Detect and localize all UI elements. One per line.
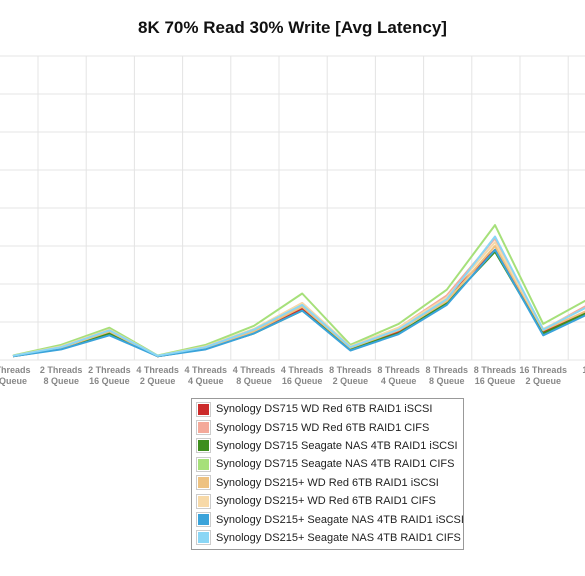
legend-swatch: [196, 456, 211, 472]
legend-item[interactable]: Synology DS715 WD Red 6TB RAID1 iSCSI: [192, 400, 463, 418]
x-tick-label: 4 Threads: [136, 365, 179, 375]
series-line-5: [12, 245, 585, 358]
legend-item[interactable]: Synology DS215+ Seagate NAS 4TB RAID1 CI…: [192, 529, 463, 547]
x-tick-label: 8 Threads: [426, 365, 469, 375]
x-tick-label: 2 Threads: [88, 365, 131, 375]
x-tick-label: 2 Queue: [333, 376, 369, 386]
x-tick-label: 4 Threads: [233, 365, 276, 375]
legend-item[interactable]: Synology DS715 Seagate NAS 4TB RAID1 iSC…: [192, 437, 463, 455]
legend-label: Synology DS215+ Seagate NAS 4TB RAID1 iS…: [216, 513, 464, 526]
legend-item[interactable]: Synology DS715 WD Red 6TB RAID1 CIFS: [192, 418, 463, 436]
x-tick-label: 2 Threads: [40, 365, 83, 375]
legend-swatch: [196, 493, 211, 509]
series-line-4: [12, 224, 585, 357]
legend-swatch: [196, 438, 211, 454]
legend-swatch: [196, 530, 211, 546]
x-tick-label: 16 T: [582, 365, 585, 375]
legend-label: Synology DS215+ Seagate NAS 4TB RAID1 CI…: [216, 531, 461, 544]
legend-label: Synology DS715 WD Red 6TB RAID1 iSCSI: [216, 403, 433, 416]
x-tick-label: 8 Threads: [474, 365, 517, 375]
legend-item[interactable]: Synology DS215+ WD Red 6TB RAID1 CIFS: [192, 492, 463, 510]
legend-label: Synology DS715 Seagate NAS 4TB RAID1 CIF…: [216, 458, 455, 471]
legend-swatch: [196, 512, 211, 528]
x-tick-label: 8 Queue: [43, 376, 79, 386]
legend-label: Synology DS715 Seagate NAS 4TB RAID1 iSC…: [216, 439, 458, 452]
series-line-7: [12, 248, 585, 358]
series-line-8: [12, 235, 585, 357]
legend-label: Synology DS715 WD Red 6TB RAID1 CIFS: [216, 421, 430, 434]
x-tick-label: 4 Threads: [281, 365, 324, 375]
x-tick-label: 16 Queue: [89, 376, 130, 386]
x-tick-label: 2 Queue: [140, 376, 176, 386]
legend-item[interactable]: Synology DS715 Seagate NAS 4TB RAID1 CIF…: [192, 455, 463, 473]
x-tick-label: 16 Queue: [475, 376, 516, 386]
x-tick-label: 16 Threads: [519, 365, 567, 375]
x-tick-label: Queue: [0, 376, 27, 386]
legend-label: Synology DS215+ WD Red 6TB RAID1 CIFS: [216, 495, 436, 508]
legend-item[interactable]: Synology DS215+ Seagate NAS 4TB RAID1 iS…: [192, 510, 464, 528]
legend-swatch: [196, 420, 211, 436]
x-tick-label: 4 Threads: [185, 365, 228, 375]
x-tick-label: 8 Queue: [236, 376, 272, 386]
x-tick-label: 8 Queue: [429, 376, 465, 386]
legend-item[interactable]: Synology DS215+ WD Red 6TB RAID1 iSCSI: [192, 474, 463, 492]
series-line-1: [12, 248, 585, 358]
legend: Synology DS715 WD Red 6TB RAID1 iSCSI Syn…: [191, 398, 464, 551]
legend-label: Synology DS215+ WD Red 6TB RAID1 iSCSI: [216, 476, 439, 489]
x-tick-label: 4 Queue: [381, 376, 417, 386]
x-tick-label: Threads: [0, 365, 31, 375]
x-tick-label: 4 Queue: [188, 376, 224, 386]
legend-swatch: [196, 475, 211, 491]
chart-title: 8K 70% Read 30% Write [Avg Latency]: [138, 18, 447, 37]
legend-swatch: [196, 401, 211, 417]
grid-lines: [0, 55, 585, 361]
x-tick-label: 8 Threads: [329, 365, 372, 375]
x-tick-label: 8 Threads: [377, 365, 420, 375]
series-lines: [12, 224, 585, 358]
x-tick-label: 2 Queue: [525, 376, 561, 386]
x-tick-label: 16 Queue: [282, 376, 323, 386]
